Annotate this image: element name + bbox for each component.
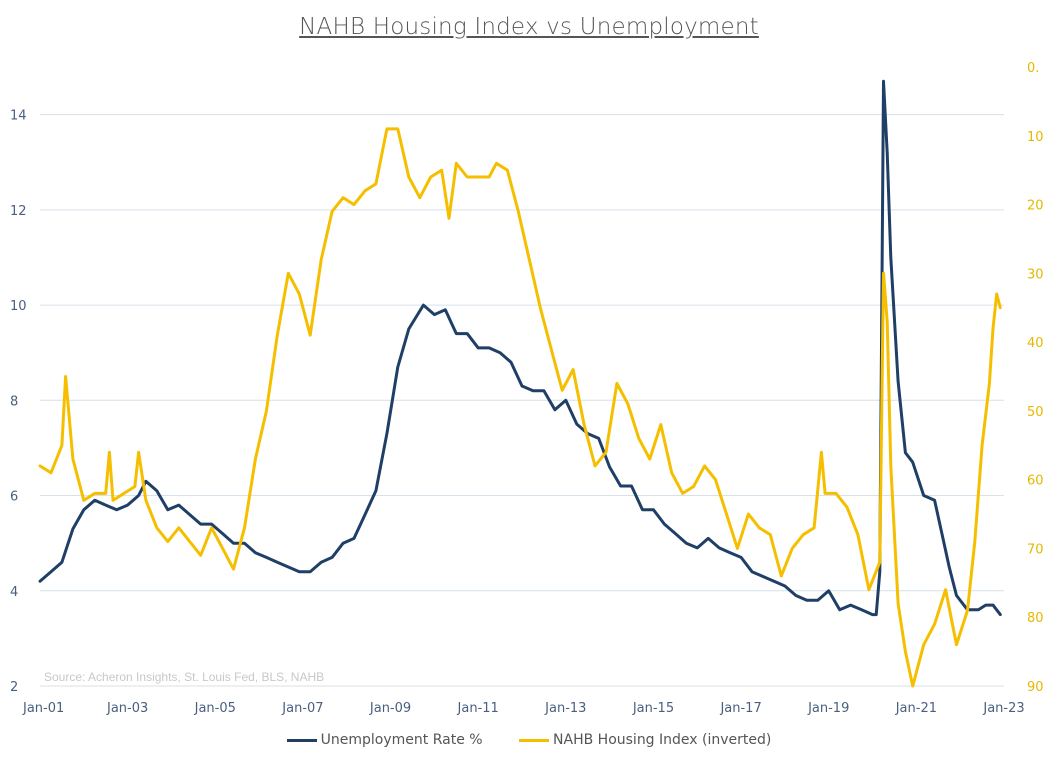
- left-tick-label: 6: [10, 490, 18, 505]
- x-tick-label: Jan-17: [719, 701, 761, 716]
- right-tick-label: 70: [1027, 542, 1044, 557]
- legend-swatch-unemployment: [286, 738, 317, 742]
- right-tick-label: 50: [1027, 405, 1044, 420]
- source-note: Source: Acheron Insights, St. Louis Fed,…: [44, 670, 324, 684]
- legend-label-nahb: NAHB Housing Index (inverted): [553, 732, 772, 748]
- left-tick-label: 2: [10, 680, 18, 695]
- x-axis: Jan-01 Jan-03 Jan-05 Jan-07 Jan-09 Jan-11 Jan-…: [22, 701, 1025, 716]
- legend-label-unemployment: Unemployment Rate %: [320, 732, 483, 748]
- x-tick-label: Jan-15: [632, 701, 674, 716]
- legend: Unemployment Rate % NAHB Housing Index (…: [0, 732, 1058, 748]
- legend-item-unemployment: Unemployment Rate %: [286, 732, 483, 748]
- x-tick-label: Jan-23: [982, 701, 1024, 716]
- right-tick-label: 10: [1027, 130, 1044, 145]
- right-tick-label: 30: [1027, 267, 1044, 282]
- chart-title: NAHB Housing Index vs Unemployment: [299, 14, 759, 40]
- right-tick-label: 80: [1027, 611, 1044, 626]
- right-tick-label: 40: [1027, 336, 1044, 351]
- legend-item-nahb: NAHB Housing Index (inverted): [519, 732, 771, 748]
- left-tick-label: 12: [10, 204, 27, 219]
- right-tick-label: 60: [1027, 474, 1044, 489]
- x-tick-label: Jan-01: [22, 701, 64, 716]
- right-axis: 0. 10 20 30 40 50 60 70 80 90: [1027, 61, 1044, 695]
- right-tick-label: 90: [1027, 680, 1044, 695]
- series-lines: [38, 79, 1002, 688]
- x-tick-label: Jan-07: [281, 701, 323, 716]
- right-tick-label: 0.: [1027, 61, 1039, 76]
- x-tick-label: Jan-13: [544, 701, 586, 716]
- left-tick-label: 4: [10, 585, 18, 600]
- x-tick-label: Jan-11: [457, 701, 499, 716]
- left-tick-label: 10: [10, 299, 27, 314]
- x-tick-label: Jan-09: [369, 701, 411, 716]
- x-tick-label: Jan-05: [194, 701, 236, 716]
- x-tick-label: Jan-03: [106, 701, 148, 716]
- x-tick-label: Jan-21: [895, 701, 937, 716]
- left-axis: 2 4 6 8 10 12 14: [10, 109, 27, 695]
- series-line-nahb: [38, 127, 1002, 688]
- gridlines: [40, 114, 1004, 687]
- legend-swatch-nahb: [519, 738, 550, 742]
- left-tick-label: 14: [10, 109, 27, 124]
- left-tick-label: 8: [10, 394, 18, 409]
- x-tick-label: Jan-19: [807, 701, 849, 716]
- right-tick-label: 20: [1027, 199, 1044, 214]
